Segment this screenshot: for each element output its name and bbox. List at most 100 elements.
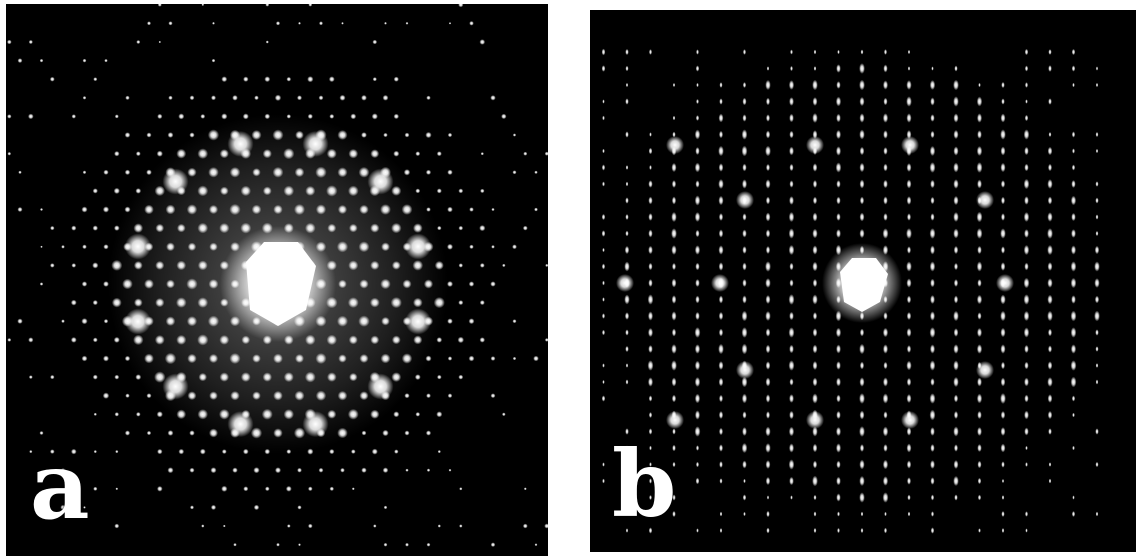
diffraction-spot [695,311,700,321]
diffraction-spot [81,355,88,362]
diffraction-spot [882,393,889,404]
diffraction-spot [953,228,959,239]
diffraction-spot [765,361,771,370]
diffraction-spot [766,411,770,419]
diffraction-spot [1025,445,1028,451]
diffraction-spot [122,278,133,290]
diffraction-spot [836,493,841,502]
diffraction-spot [695,229,700,238]
diffraction-spot [209,428,218,438]
diffraction-spot [930,130,935,139]
diffraction-spot [788,228,795,239]
diffraction-spot [836,476,841,486]
diffraction-spot [766,527,770,534]
diffraction-spot [624,294,630,305]
diffraction-spot [1025,99,1028,104]
diffraction-spot [625,214,629,220]
diffraction-spot [341,22,344,25]
diffraction-spot [135,151,141,157]
diffraction-panel-b: b [590,10,1136,552]
diffraction-spot [522,225,528,231]
diffraction-spot [953,245,959,255]
diffraction-spot [906,312,912,320]
diffraction-spot [1094,310,1100,322]
diffraction-spot [168,95,173,101]
diffraction-spot [625,82,629,88]
diffraction-spot [859,377,865,387]
diffraction-spot [953,475,959,487]
diffraction-spot [50,449,55,454]
diffraction-spot [283,185,295,197]
diffraction-spot [1070,376,1077,388]
diffraction-spot [221,76,228,83]
diffraction-spot [789,476,794,486]
diffraction-spot [765,476,771,486]
diffraction-spot [189,132,195,138]
diffraction-spot [544,523,548,529]
diffraction-spot [166,242,175,252]
diffraction-spot [412,260,424,271]
diffraction-spot [1095,230,1099,237]
diffraction-spot [718,311,724,321]
diffraction-spot [329,486,334,491]
diffraction-spot [39,431,44,435]
diffraction-spot [906,113,912,123]
diffraction-spot [836,426,841,437]
diffraction-spot [812,443,818,453]
diffraction-spot [765,246,771,254]
diffraction-spot [1000,294,1006,305]
diffraction-spot [275,467,281,474]
diffraction-spot [1048,132,1052,137]
diffraction-spot [156,150,163,157]
diffraction-spot [788,327,795,338]
diffraction-spot [954,494,958,501]
diffraction-spot [370,149,380,159]
diffraction-spot [136,40,141,44]
diffraction-spot [625,345,629,353]
diffraction-spot [361,132,367,138]
diffraction-spot [92,337,98,343]
diffraction-spot [1095,363,1099,368]
diffraction-spot [176,260,187,271]
diffraction-spot [103,244,109,250]
diffraction-spot [50,374,55,380]
diffraction-spot [1000,310,1006,322]
diffraction-spot [359,354,369,363]
diffraction-spot [859,361,865,370]
diffraction-spot [250,427,263,439]
diffraction-spot [264,113,271,120]
diffraction-spot [315,353,327,364]
diffraction-spot [648,279,653,287]
diffraction-spot [261,408,273,420]
diffraction-spot [930,311,935,321]
diffraction-spot [648,377,653,387]
diffraction-spot [1024,146,1029,156]
diffraction-spot [370,260,380,270]
diffraction-spot [339,94,346,101]
diffraction-spot [671,394,677,403]
diffraction-spot [186,316,198,327]
diffraction-spot [719,511,723,517]
diffraction-spot [883,444,888,452]
diffraction-spot [176,297,187,308]
diffraction-spot [351,487,355,491]
diffraction-spot [648,412,653,418]
diffraction-spot [401,353,413,364]
diffraction-spot [315,390,327,401]
diffraction-spot [167,467,174,474]
diffraction-spot [602,99,605,104]
diffraction-spot [742,295,747,304]
diffraction-spot [404,430,410,436]
diffraction-spot [383,505,388,510]
diffraction-spot [765,278,771,288]
diffraction-spot [326,148,337,159]
diffraction-spot [813,66,817,71]
diffraction-spot [788,211,795,223]
diffraction-spot [447,356,453,361]
diffraction-spot [694,162,701,173]
diffraction-spot [859,146,865,156]
diffraction-spot [70,337,77,343]
diffraction-spot [625,181,629,187]
diffraction-spot [533,355,539,362]
diffraction-spot [719,444,723,452]
